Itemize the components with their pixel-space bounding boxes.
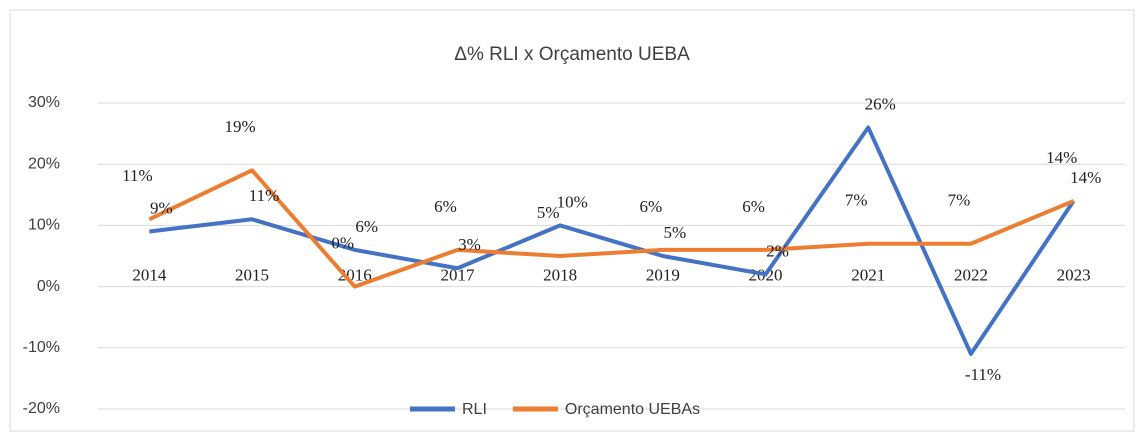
data-label: 0% (331, 234, 354, 253)
data-label: 6% (434, 197, 457, 216)
data-label: 11% (249, 186, 280, 205)
y-tick-label: -20% (23, 400, 60, 417)
legend-label: RLI (462, 401, 487, 418)
series-line (149, 125, 1076, 356)
data-label: 5% (537, 203, 560, 222)
data-label: 3% (458, 235, 481, 254)
chart-frame (9, 9, 1135, 432)
data-label: 6% (355, 217, 378, 236)
data-label: 2% (766, 241, 789, 260)
y-tick-label: 30% (28, 94, 60, 111)
data-label: -11% (965, 365, 1001, 384)
chart-title: Δ% RLI x Orçamento UEBA (454, 44, 690, 65)
data-label: 6% (640, 197, 663, 216)
x-tick-label: 2019 (646, 266, 680, 285)
data-label: 19% (224, 117, 255, 136)
x-tick-label: 2022 (954, 266, 988, 285)
x-tick-label: 2015 (235, 266, 269, 285)
x-tick-label: 2018 (543, 266, 577, 285)
y-tick-label: 10% (28, 217, 60, 234)
data-label: 7% (948, 191, 971, 210)
data-label: 7% (845, 191, 868, 210)
data-label: 9% (150, 198, 173, 217)
data-label: 26% (865, 94, 896, 113)
y-tick-label: 0% (37, 278, 60, 295)
x-tick-label: 2017 (440, 266, 475, 285)
data-label: 11% (122, 166, 153, 185)
series-line (148, 168, 1075, 289)
data-label: 6% (742, 197, 765, 216)
y-tick-label: 20% (28, 155, 60, 172)
x-tick-label: 2023 (1057, 266, 1091, 285)
y-tick-label: -10% (23, 339, 60, 356)
data-label: 5% (664, 223, 687, 242)
data-label: 14% (1070, 168, 1101, 187)
legend-label: Orçamento UEBAs (565, 401, 700, 418)
data-label: 14% (1046, 148, 1077, 167)
data-label: 10% (557, 192, 588, 211)
x-tick-label: 2014 (132, 266, 167, 285)
x-tick-label: 2021 (851, 266, 885, 285)
